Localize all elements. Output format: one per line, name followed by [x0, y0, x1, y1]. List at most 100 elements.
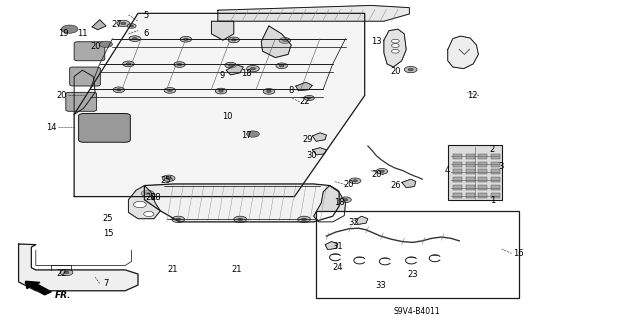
Text: 21: 21	[232, 265, 242, 274]
Text: 16: 16	[513, 249, 524, 258]
Circle shape	[392, 49, 399, 53]
Text: 22: 22	[300, 97, 310, 106]
Circle shape	[279, 38, 291, 43]
Text: 15: 15	[103, 229, 113, 238]
Polygon shape	[74, 13, 365, 197]
Circle shape	[376, 168, 388, 174]
Circle shape	[117, 20, 130, 26]
Text: 11: 11	[77, 29, 88, 38]
Circle shape	[304, 95, 314, 100]
Circle shape	[232, 39, 236, 41]
Circle shape	[343, 199, 348, 201]
Text: 31: 31	[333, 242, 343, 251]
FancyArrow shape	[26, 281, 51, 295]
Polygon shape	[218, 5, 410, 21]
FancyBboxPatch shape	[79, 114, 131, 142]
Polygon shape	[312, 148, 326, 155]
Text: 8: 8	[289, 85, 294, 95]
Circle shape	[172, 216, 184, 223]
Text: 1: 1	[490, 196, 495, 205]
Bar	[466, 169, 474, 174]
Circle shape	[392, 44, 399, 48]
Text: 26: 26	[390, 181, 401, 190]
Circle shape	[263, 89, 275, 94]
Text: 13: 13	[371, 37, 381, 46]
Bar	[478, 185, 487, 190]
Bar	[491, 169, 500, 174]
Bar	[491, 161, 500, 167]
Text: 6: 6	[143, 29, 149, 38]
Circle shape	[340, 197, 351, 203]
Circle shape	[173, 62, 185, 67]
Text: 20: 20	[344, 180, 354, 189]
Text: 25: 25	[103, 214, 113, 223]
Circle shape	[129, 36, 141, 41]
Polygon shape	[226, 64, 243, 75]
Text: 22: 22	[56, 269, 67, 278]
Bar	[453, 154, 462, 159]
Circle shape	[349, 178, 361, 184]
Circle shape	[380, 170, 384, 173]
Polygon shape	[312, 133, 326, 141]
Circle shape	[134, 201, 147, 208]
Bar	[453, 185, 462, 190]
Text: 21: 21	[168, 265, 179, 274]
Text: 7: 7	[104, 279, 109, 288]
Bar	[453, 193, 462, 198]
Circle shape	[168, 89, 172, 92]
Circle shape	[283, 39, 287, 42]
Bar	[466, 193, 474, 198]
Circle shape	[298, 216, 310, 223]
Circle shape	[246, 131, 259, 137]
Bar	[453, 177, 462, 182]
Bar	[316, 211, 518, 298]
Circle shape	[130, 25, 133, 27]
Text: 32: 32	[349, 218, 359, 227]
Circle shape	[145, 192, 150, 195]
Circle shape	[237, 218, 243, 221]
Circle shape	[228, 64, 233, 66]
Polygon shape	[19, 244, 138, 291]
Bar	[466, 161, 474, 167]
Bar	[453, 169, 462, 174]
Text: 3: 3	[499, 162, 504, 171]
Text: 2: 2	[490, 145, 495, 154]
Circle shape	[123, 61, 134, 67]
Polygon shape	[355, 216, 368, 224]
Text: 20: 20	[90, 42, 100, 51]
Polygon shape	[261, 26, 291, 57]
Polygon shape	[325, 241, 338, 250]
Text: 23: 23	[407, 271, 418, 279]
Circle shape	[267, 90, 271, 93]
Text: 24: 24	[333, 263, 343, 272]
Text: 14: 14	[47, 122, 57, 131]
Bar	[491, 185, 500, 190]
Text: 5: 5	[143, 11, 149, 20]
FancyBboxPatch shape	[66, 92, 97, 111]
Circle shape	[127, 24, 136, 28]
Bar	[466, 185, 474, 190]
Circle shape	[64, 271, 69, 274]
FancyBboxPatch shape	[74, 42, 105, 61]
Polygon shape	[402, 179, 416, 188]
Circle shape	[392, 39, 399, 43]
Text: 27: 27	[111, 20, 122, 29]
Circle shape	[250, 67, 255, 70]
FancyBboxPatch shape	[70, 67, 100, 86]
Text: 30: 30	[307, 151, 317, 160]
Text: 28: 28	[151, 193, 161, 202]
Circle shape	[225, 62, 236, 68]
Circle shape	[177, 63, 182, 66]
Circle shape	[100, 41, 113, 48]
Polygon shape	[145, 184, 339, 222]
Polygon shape	[296, 82, 312, 91]
Circle shape	[228, 37, 239, 43]
Bar	[478, 169, 487, 174]
Circle shape	[113, 87, 125, 93]
Bar	[448, 145, 502, 200]
Bar	[453, 161, 462, 167]
Circle shape	[219, 90, 223, 92]
Circle shape	[121, 22, 126, 25]
Polygon shape	[129, 186, 161, 219]
Polygon shape	[448, 36, 478, 69]
